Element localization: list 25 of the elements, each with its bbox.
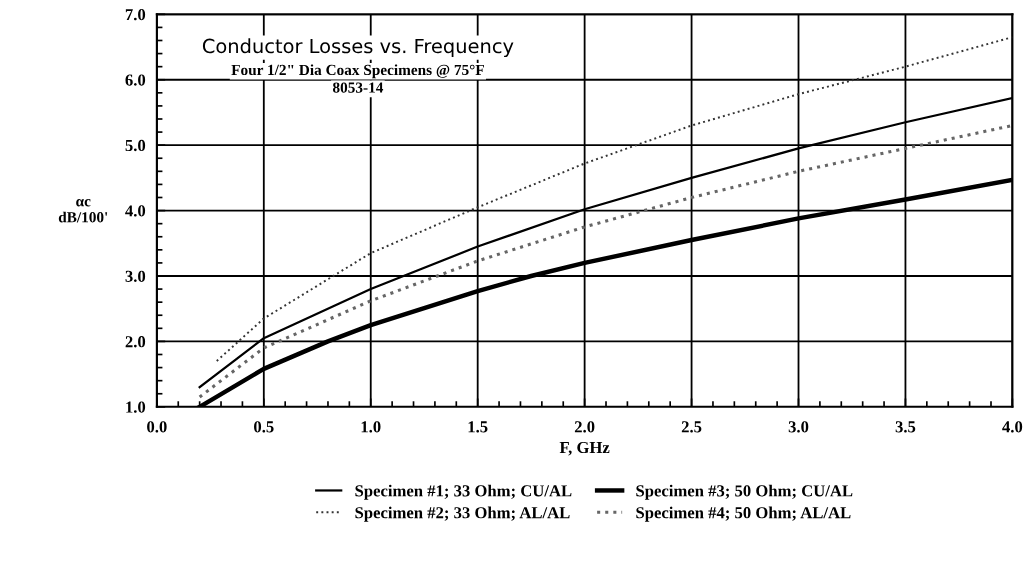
- x-tick-label: 3.0: [788, 421, 809, 433]
- legend-label: Specimen #4; 50 Ohm; AL/AL: [636, 506, 851, 522]
- y-tick-label: 3.0: [125, 270, 146, 283]
- y-tick-label: 2.0: [125, 336, 146, 348]
- x-tick-label: 2.5: [681, 421, 702, 433]
- annotation: 8053-14: [332, 82, 384, 93]
- y-tick-label: 6.0: [125, 74, 146, 86]
- y-tick-label: 1.0: [126, 401, 146, 413]
- text: Conductor Losses vs. Frequency: [202, 38, 514, 58]
- x-axis-title: F, GHz: [559, 441, 610, 456]
- x-tick-label: 1.0: [361, 421, 381, 433]
- legend-label: Specimen #1; 33 Ohm; CU/AL: [355, 484, 572, 500]
- y-tick-label: 7.0: [125, 9, 146, 21]
- x-tick-label: 2.0: [574, 421, 595, 433]
- x-tick-label: 4.0: [1002, 421, 1023, 433]
- y-tick-label: 5.0: [125, 139, 146, 152]
- legend-label: Specimen #2; 33 Ohm; AL/AL: [355, 506, 570, 522]
- x-tick-label: 0.0: [147, 421, 167, 433]
- x-tick-label: 0.5: [254, 421, 274, 433]
- legend-label: Specimen #3; 50 Ohm; CU/AL: [636, 484, 853, 500]
- y-tick-label: 4.0: [125, 205, 146, 217]
- y-axis-title: αc dB/100': [58, 199, 108, 223]
- x-tick-label: 1.5: [468, 421, 488, 433]
- text: Four 1/2" Dia Coax Specimens @ 75°F: [231, 64, 484, 79]
- x-tick-label: 3.5: [895, 421, 916, 433]
